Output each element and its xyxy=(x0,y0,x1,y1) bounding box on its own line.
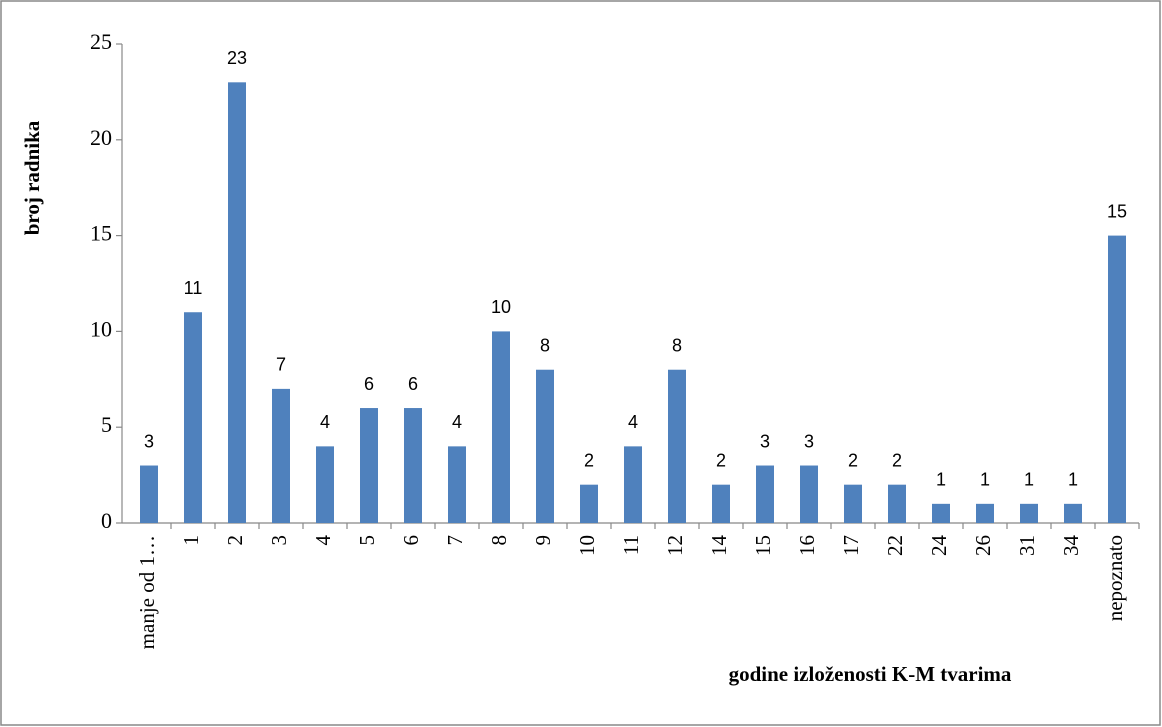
data-label: 3 xyxy=(760,431,770,451)
bar xyxy=(932,503,950,523)
x-tick-label: 11 xyxy=(619,535,643,555)
bar xyxy=(184,312,202,523)
data-label: 10 xyxy=(491,297,511,317)
data-label: 6 xyxy=(408,374,418,394)
x-tick-label: 17 xyxy=(839,535,863,556)
bar xyxy=(624,446,642,523)
x-tick-label: 7 xyxy=(443,535,467,546)
bar xyxy=(844,484,862,523)
bar xyxy=(1020,503,1038,523)
data-label: 11 xyxy=(184,278,203,298)
bar xyxy=(228,82,246,523)
x-tick-label: 8 xyxy=(487,535,511,546)
bar xyxy=(712,484,730,523)
x-tick-label: 4 xyxy=(311,535,335,546)
x-tick-label: nepoznato xyxy=(1103,535,1127,621)
data-label: 1 xyxy=(980,470,990,490)
data-label: 8 xyxy=(672,335,682,355)
y-tick-label: 10 xyxy=(90,316,112,341)
bar xyxy=(756,465,774,523)
bar xyxy=(668,369,686,523)
y-tick-label: 20 xyxy=(90,125,112,150)
x-axis-title: godine izloženosti K-M tvarima xyxy=(729,662,1012,686)
x-tick-label: 2 xyxy=(223,535,247,546)
data-label: 1 xyxy=(1068,470,1078,490)
data-label: 2 xyxy=(892,450,902,470)
data-label: 7 xyxy=(276,355,286,375)
data-label: 4 xyxy=(452,412,462,432)
x-tick-label: 24 xyxy=(927,535,951,557)
y-tick-label: 5 xyxy=(101,412,112,437)
bar xyxy=(492,331,510,523)
x-tick-label: 31 xyxy=(1015,535,1039,556)
x-tick-label: 9 xyxy=(531,535,555,546)
x-tick-label: 1 xyxy=(179,535,203,546)
data-label: 2 xyxy=(716,450,726,470)
bar xyxy=(976,503,994,523)
x-tick-label: 15 xyxy=(751,535,775,556)
x-tick-label: 26 xyxy=(971,535,995,556)
y-tick-label: 25 xyxy=(90,29,112,54)
bar xyxy=(1064,503,1082,523)
bar xyxy=(140,465,158,523)
data-label: 2 xyxy=(848,450,858,470)
data-label: 3 xyxy=(144,431,154,451)
x-tick-label: 10 xyxy=(575,535,599,556)
data-label: 23 xyxy=(227,48,247,68)
bar xyxy=(448,446,466,523)
bar xyxy=(316,446,334,523)
x-tick-label: 16 xyxy=(795,535,819,556)
data-label: 8 xyxy=(540,335,550,355)
data-label: 4 xyxy=(320,412,330,432)
x-tick-label: manje od 1… xyxy=(135,535,159,649)
bar xyxy=(360,408,378,523)
bar xyxy=(404,408,422,523)
x-tick-label: 22 xyxy=(883,535,907,556)
bar xyxy=(580,484,598,523)
x-tick-label: 3 xyxy=(267,535,291,546)
y-tick-label: 0 xyxy=(101,508,112,533)
y-tick-label: 15 xyxy=(90,221,112,246)
bar xyxy=(888,484,906,523)
data-label: 1 xyxy=(1024,470,1034,490)
bar xyxy=(1108,235,1126,523)
data-label: 15 xyxy=(1107,201,1127,221)
x-tick-label: 12 xyxy=(663,535,687,556)
data-label: 4 xyxy=(628,412,638,432)
x-tick-label: 34 xyxy=(1059,535,1083,557)
data-label: 6 xyxy=(364,374,374,394)
bar xyxy=(800,465,818,523)
y-axis-title: broj radnika xyxy=(20,120,44,235)
bar xyxy=(272,388,290,523)
x-tick-label: 14 xyxy=(707,535,731,557)
data-label: 1 xyxy=(936,470,946,490)
x-tick-label: 5 xyxy=(355,535,379,546)
x-tick-label: 6 xyxy=(399,535,423,546)
bar xyxy=(536,369,554,523)
data-label: 2 xyxy=(584,450,594,470)
data-label: 3 xyxy=(804,431,814,451)
